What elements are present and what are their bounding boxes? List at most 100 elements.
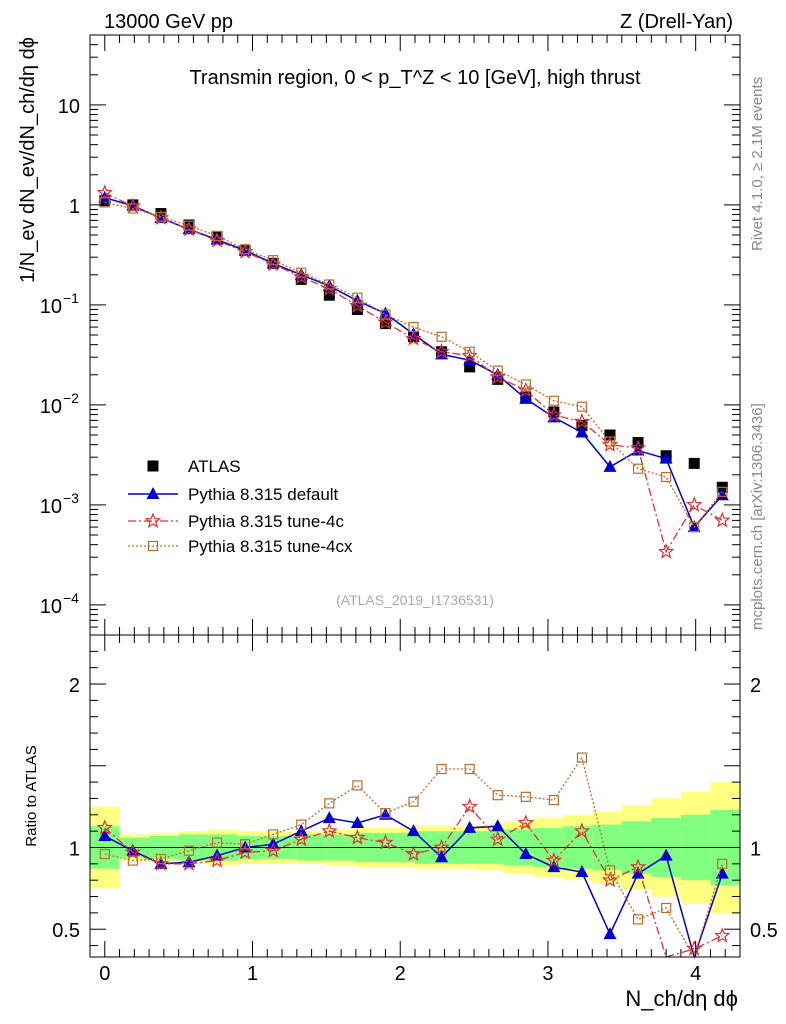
data-point [324,279,335,290]
ratio-point [236,843,254,860]
ratio-point [183,845,195,856]
y-tick-label: 10 [40,296,62,318]
legend-marker [144,512,162,529]
y-tick-label: 10 [40,396,62,418]
data-point [464,361,476,373]
data-point [296,267,307,278]
data-point [240,244,251,255]
ratio-point [98,829,112,842]
ratio-point [211,837,223,848]
y-tick-label-exponent: −3 [63,490,79,506]
data-point [657,543,675,559]
data-point [629,439,647,456]
data-point [685,496,703,512]
ratio-point [322,811,336,824]
y-tick-label: 10 [58,96,80,118]
ratio-axis-label: Ratio to ATLAS [23,745,40,846]
ratio-y-tick-label: 0.5 [52,920,80,942]
ratio-point [321,822,338,839]
ratio-panel: 0.5 0.5 1 1 2 2 Ratio to ATLAS 0 1 2 3 4 N_ch/dη … [23,634,778,1011]
ratio-point [601,871,619,888]
data-point [436,331,447,342]
data-point [573,412,591,429]
ratio-point [659,848,673,861]
ratio-y-tick-label: 2 [69,675,80,697]
data-point [127,203,138,214]
ratio-point [632,914,644,925]
x-tick-labels: 0 1 2 3 4 [99,963,701,985]
data-point [155,211,167,222]
data-point [576,401,588,412]
ratio-point [463,820,477,833]
y-tick-label-exponent: −1 [63,290,79,306]
ratio-marks [90,752,740,960]
ratio-point [489,830,507,847]
ratio-point [631,866,645,879]
data-point [520,379,531,390]
ratio-point [573,822,591,839]
series-line [104,196,723,529]
data-point [715,488,729,501]
ratio-point [575,865,589,878]
ratio-point [685,940,703,956]
legend-label: Pythia 8.315 default [188,485,339,504]
y-axis-label: 1/N_ev dN_ev/dN_ch/dη dϕ [17,37,39,283]
series-pythia-8-315-default [98,190,729,533]
ratio-point [545,851,563,868]
ratio-point [661,902,672,914]
data-point [99,197,110,208]
ratio-point [547,860,561,873]
ratio-point [268,829,279,840]
data-point [323,289,335,301]
legend-item: Pythia 8.315 default [128,485,339,504]
data-point [688,457,700,469]
ratio-point [264,842,282,858]
data-point [548,395,559,406]
x-tick-label: 2 [395,963,406,985]
data-point [575,425,589,438]
legend-item: Pythia 8.315 tune-4c [128,512,344,531]
y-tick-label: 10 [40,596,62,618]
ratio-point [576,752,588,763]
legend-item: Pythia 8.315 tune-4cx [128,537,353,556]
ratio-point [296,819,307,830]
data-point [604,436,616,447]
ratio-frame [89,634,741,958]
ratio-point [715,866,729,879]
ratio-point [380,808,391,819]
y-tick-label: 1 [69,196,80,218]
ratio-point [492,790,503,801]
ratio-point [127,855,138,866]
ratio-point [352,780,363,791]
main-marks [96,184,731,559]
data-point [604,429,616,441]
legend-marker [147,540,159,552]
data-point [405,329,422,346]
ratio-point [324,798,335,809]
x-tick-label: 3 [542,963,553,985]
ratio-point [717,858,728,869]
ratio-line [104,756,723,959]
data-point [632,463,644,474]
series-pythia-8-315-tune-4cx [99,197,728,533]
ratio-point [407,824,421,837]
legend-label: ATLAS [188,457,241,476]
ratio-point [548,794,559,806]
data-point [98,190,112,203]
y-tick-label: 10 [40,496,62,518]
ratio-point [99,848,110,860]
data-point [408,321,419,333]
data-point [661,471,672,483]
ratio-point [433,838,450,855]
data-point [717,486,728,497]
legend-item: ATLAS [147,457,241,476]
ratio-point [408,796,419,807]
legend: ATLAS Pythia 8.315 default Pythia 8.315 tu… [128,457,353,556]
data-point [211,230,223,241]
y-tick-label-exponent: −4 [63,590,79,606]
ratio-line [104,805,723,958]
data-point [603,459,617,472]
ratio-point [519,847,533,860]
ratio-point [714,927,731,943]
